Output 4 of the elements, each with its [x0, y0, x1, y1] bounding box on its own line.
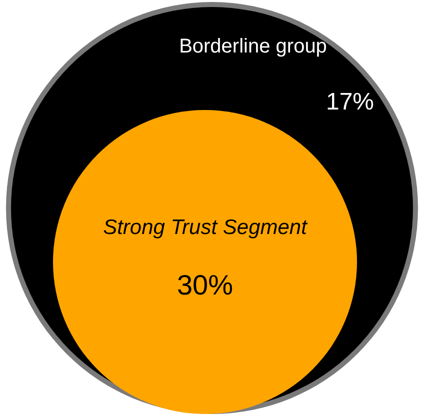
category-label: Strong Trust Segment — [103, 216, 308, 239]
data-label: 30% — [176, 270, 234, 301]
category-label: Borderline group — [179, 36, 327, 58]
data-label: 17% — [326, 88, 374, 116]
